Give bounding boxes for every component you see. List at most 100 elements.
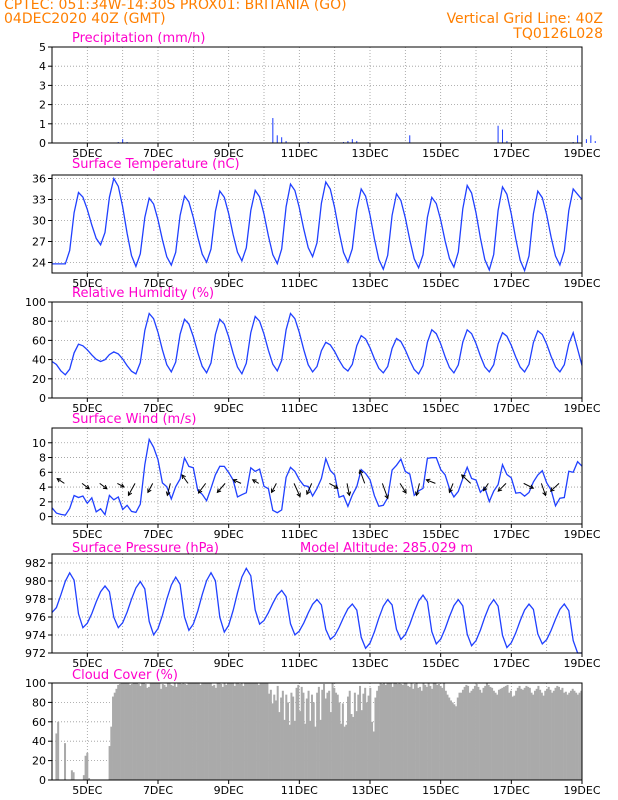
cloud-bar xyxy=(166,683,169,780)
cloud-bar xyxy=(424,684,427,780)
vertical-grid-line-label: Vertical Grid Line: 40Z xyxy=(446,11,603,27)
cloud-bar xyxy=(540,692,543,780)
cloud-bar xyxy=(168,683,171,780)
cloud-bar xyxy=(115,688,118,780)
cloud-bar xyxy=(371,721,374,780)
cloud-bar xyxy=(578,692,581,780)
x-tick-label: 15DEC xyxy=(422,402,459,415)
x-tick-label: 7DEC xyxy=(143,147,173,160)
cloud-bar xyxy=(117,684,120,780)
cloud-bar xyxy=(446,694,449,780)
cloud-bar xyxy=(331,683,334,780)
y-tick-label: 60 xyxy=(32,716,46,729)
precip-bar xyxy=(276,135,278,143)
cloud-bar xyxy=(269,689,272,780)
cloud-panel: Cloud Cover (%) 0 20 40 60 80 100 5DEC 7DEC 9DEC 1… xyxy=(25,668,601,797)
wind-vector-head xyxy=(197,488,203,494)
wind-vector xyxy=(56,478,65,484)
wind-vector-head xyxy=(346,491,352,497)
cloud-bar xyxy=(252,683,255,780)
y-tick-label: 982 xyxy=(25,557,46,570)
cloud-bar xyxy=(213,684,216,780)
wind-vector-head xyxy=(102,484,108,490)
cloud-bar xyxy=(127,683,130,780)
cloud-bar xyxy=(527,686,530,780)
cloud-bar xyxy=(266,683,269,780)
wind-vector-head xyxy=(402,488,407,494)
header-line-1: CPTEC: 051:34W-14:30S PROX01: BRITANIA (… xyxy=(4,0,347,13)
cloud-bar xyxy=(398,683,401,780)
cloud-bar xyxy=(523,687,526,780)
wind-vector-head xyxy=(497,487,503,492)
cloud-bar xyxy=(401,684,404,780)
wind-vector xyxy=(461,474,472,484)
cloud-bar xyxy=(420,690,423,780)
wind-vector-head xyxy=(425,478,431,484)
cloud-bar xyxy=(383,683,386,780)
cloud-bar xyxy=(408,686,411,780)
cloud-bar xyxy=(506,684,509,780)
cloud-bar xyxy=(281,690,284,780)
cloud-bar xyxy=(367,695,370,780)
cloud-bar xyxy=(209,683,212,780)
x-tick-label: 17DEC xyxy=(493,528,530,541)
cloud-bar xyxy=(458,692,461,780)
y-tick-label: 100 xyxy=(25,677,46,690)
cloud-bar xyxy=(244,683,247,780)
cloud-bar xyxy=(141,683,144,780)
cloud-bar xyxy=(124,683,127,780)
y-tick-label: 976 xyxy=(25,611,46,624)
cloud-bar xyxy=(112,696,115,780)
wind-vector xyxy=(181,474,189,484)
cloud-bar xyxy=(271,703,274,780)
cloud-bar xyxy=(463,686,466,780)
cloud-bar xyxy=(314,726,317,780)
cloud-bar xyxy=(503,686,506,780)
cloud-bar xyxy=(482,687,485,780)
cloud-bar xyxy=(189,683,192,780)
cloud-bar xyxy=(496,694,499,780)
cloud-bar xyxy=(391,686,394,780)
cloud-bar xyxy=(465,684,468,780)
wind-vector-head xyxy=(549,487,555,492)
cloud-bar xyxy=(475,683,478,780)
cloud-bar xyxy=(449,700,452,780)
cloud-bar xyxy=(172,685,175,780)
x-tick-label: 7DEC xyxy=(143,657,173,670)
y-tick-label: 20 xyxy=(32,373,46,386)
cloud-bar xyxy=(511,696,514,780)
cloud-bar xyxy=(427,683,430,780)
cloud-bar xyxy=(206,683,209,780)
cloud-bar xyxy=(70,770,73,780)
cloud-bar xyxy=(372,731,375,780)
wind-vector xyxy=(117,482,125,488)
cloud-bar xyxy=(64,743,67,780)
cloud-bar xyxy=(120,683,123,780)
wind-vector xyxy=(415,483,420,496)
cloud-bar xyxy=(407,685,410,780)
y-tick-label: 5 xyxy=(39,41,46,54)
cloud-bar xyxy=(472,688,475,780)
cloud-bar xyxy=(432,683,435,780)
x-tick-label: 19DEC xyxy=(563,277,600,290)
cloud-bar xyxy=(84,755,87,780)
cloud-bar xyxy=(429,685,432,780)
x-tick-label: 5DEC xyxy=(72,402,102,415)
precip-bar xyxy=(285,141,287,143)
cloud-bar xyxy=(144,683,147,780)
wind-vector-head xyxy=(56,478,62,483)
cloud-bar xyxy=(580,690,583,780)
y-tick-label: 974 xyxy=(25,629,46,642)
y-tick-label: 80 xyxy=(32,315,46,328)
x-tick-label: 9DEC xyxy=(214,402,244,415)
cloud-bar xyxy=(237,683,240,780)
x-tick-label: 19DEC xyxy=(563,784,600,797)
wind-vector xyxy=(483,483,489,491)
cloud-bar xyxy=(151,683,154,780)
x-tick-label: 15DEC xyxy=(422,147,459,160)
wind-line xyxy=(51,437,583,517)
x-tick-label: 9DEC xyxy=(214,657,244,670)
cloud-bar xyxy=(249,683,252,780)
cloud-bar xyxy=(247,683,250,780)
x-tick-label: 17DEC xyxy=(493,657,530,670)
